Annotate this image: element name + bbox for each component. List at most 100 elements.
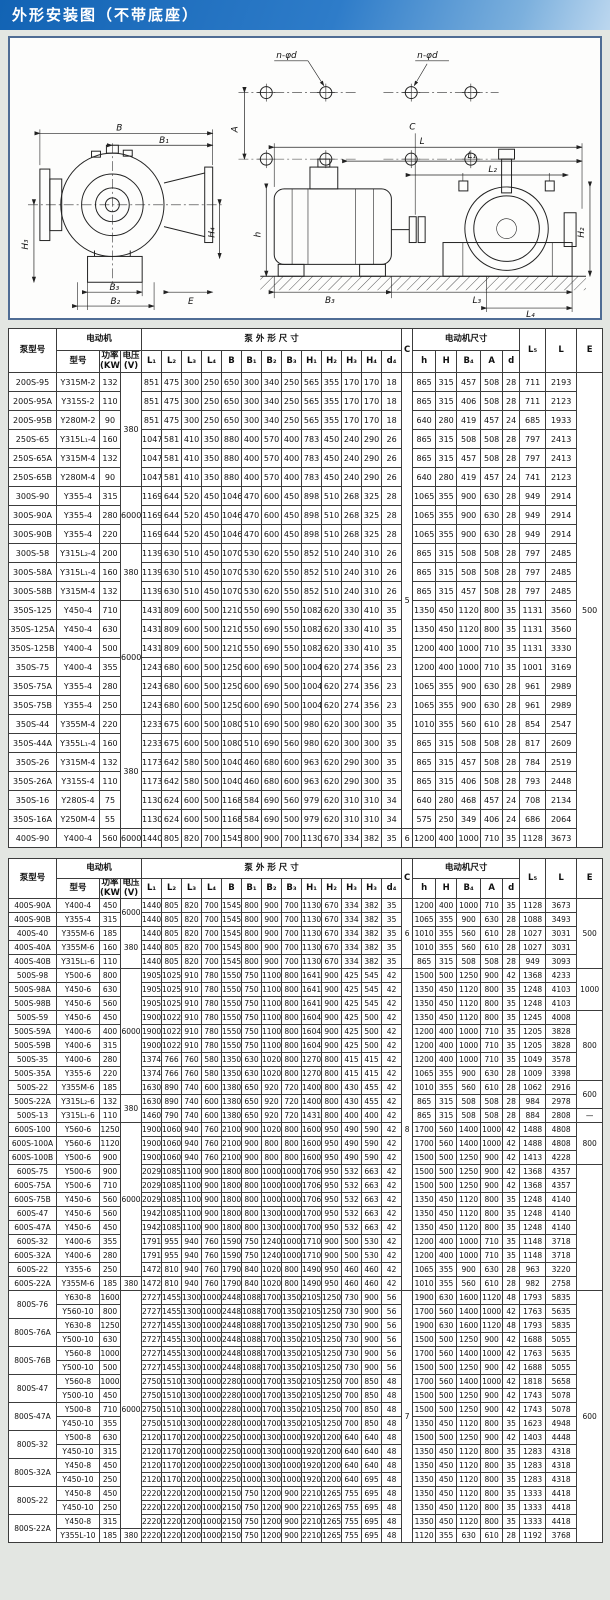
power-cell: 185 <box>99 1276 121 1291</box>
table-row: 500S-59B Y400-6 315 1900 1022 910 780 1550 750 11… <box>8 1038 603 1053</box>
cell: 560 <box>456 714 482 734</box>
cell: 624 <box>161 790 183 810</box>
table-row: 350S-26 Y315M-4 132 1173 642 580 500 1040 460 680… <box>8 752 603 772</box>
cell: 950 <box>321 1192 343 1207</box>
cell: 1200 <box>181 1528 203 1543</box>
l-cell: 3673 <box>545 828 578 848</box>
cell: 800 <box>241 1206 263 1221</box>
cell: 800 <box>281 1150 303 1165</box>
cell: 1169 <box>141 505 163 525</box>
pump-model-cell: 400S-40A <box>8 940 57 955</box>
cell: 35 <box>381 828 403 848</box>
cell: 415 <box>341 1052 363 1067</box>
motor-model-cell: Y355-6 <box>56 1262 100 1277</box>
cell: 500 <box>435 1332 458 1347</box>
cell: 1200 <box>321 1472 343 1487</box>
l5-cell: 1413 <box>519 1150 547 1165</box>
cell: 1600 <box>301 1122 323 1137</box>
cell: 1120 <box>456 1472 482 1487</box>
power-cell: 500 <box>99 638 121 658</box>
cell: 900 <box>321 968 343 983</box>
cell: 28 <box>502 505 521 525</box>
cell: 1000 <box>201 1430 223 1445</box>
cell: 1440 <box>141 912 163 927</box>
cell: 2448 <box>221 1290 243 1305</box>
cell: 1060 <box>161 1150 183 1165</box>
cell: 1233 <box>141 733 163 753</box>
header-cell: H₃ <box>341 350 363 373</box>
motor-model-cell: Y560-10 <box>56 1304 100 1319</box>
cell: 700 <box>201 954 223 969</box>
motor-model-cell: Y450-10 <box>56 1500 100 1515</box>
motor-model-cell: Y450-6 <box>56 1220 100 1235</box>
cell: 450 <box>435 1458 458 1473</box>
cell: 1790 <box>221 1276 243 1291</box>
cell: 500 <box>435 1360 458 1375</box>
cell: 400 <box>341 1108 363 1123</box>
l-cell: 4228 <box>545 1150 578 1165</box>
header-cell: h <box>412 878 437 899</box>
cell: 1120 <box>456 996 482 1011</box>
cell: 600 <box>181 657 203 677</box>
cell: 1942 <box>141 1220 163 1235</box>
cell: 1400 <box>456 1304 482 1319</box>
cell: 900 <box>321 1024 343 1039</box>
power-cell: 355 <box>99 1234 121 1249</box>
power-cell: 800 <box>99 1304 121 1319</box>
cell: 1350 <box>412 1192 437 1207</box>
cell: 28 <box>502 771 521 791</box>
cell: 1100 <box>261 1010 283 1025</box>
table-row: Y500-10 500 2727 1455 1300 1000 2448 1088 1700 13… <box>9 1360 603 1375</box>
cell: 410 <box>181 448 203 468</box>
power-cell: 1250 <box>99 1122 121 1137</box>
cell: 1350 <box>281 1416 303 1431</box>
motor-model-cell: Y450-6 <box>56 1192 100 1207</box>
motor-model-cell: Y450-10 <box>56 1416 100 1431</box>
cell: 680 <box>161 657 183 677</box>
motor-model-cell: Y355M-6 <box>56 1276 100 1291</box>
cell: 1706 <box>301 1192 323 1207</box>
cell: 1545 <box>221 828 243 848</box>
cell: 48 <box>381 1500 403 1515</box>
cell: 700 <box>341 1374 363 1389</box>
cell: 28 <box>502 391 521 411</box>
cell: 508 <box>456 1108 482 1123</box>
cell: 1000 <box>456 828 482 848</box>
cell: 800 <box>480 619 504 639</box>
cell: 42 <box>381 1192 403 1207</box>
cell: 1545 <box>221 926 243 941</box>
cell: 800 <box>480 1514 504 1529</box>
cell: 450 <box>321 467 343 487</box>
pump-model-cell: 600S-100 <box>8 1122 57 1137</box>
cell: 900 <box>201 1192 223 1207</box>
cell: 508 <box>456 543 482 563</box>
cell: 250 <box>435 809 458 829</box>
l5-cell: 1205 <box>519 1024 547 1039</box>
cell: 851 <box>141 410 163 430</box>
cell: 865 <box>412 448 437 468</box>
cell: 400 <box>241 429 263 449</box>
cell: 1130 <box>301 828 323 848</box>
pump-model-cell: 600S-32 <box>8 1234 57 1249</box>
pump-model-cell: 800S-47 <box>8 1374 57 1403</box>
cell: 48 <box>381 1402 403 1417</box>
cell: 1350 <box>281 1290 303 1305</box>
pump-model-cell: 500S-22A <box>8 1094 57 1109</box>
cell: 565 <box>301 410 323 430</box>
pump-model-cell: 800S-32A <box>8 1458 57 1487</box>
l-cell: 4140 <box>545 1192 578 1207</box>
l5-cell: 1062 <box>519 1080 547 1095</box>
cell: 325 <box>361 524 383 544</box>
cell: 900 <box>361 1290 383 1305</box>
voltage-cell: 380 <box>119 714 143 829</box>
cell: 560 <box>435 1346 458 1361</box>
l-cell: 5055 <box>545 1360 578 1375</box>
header-cell: B <box>221 878 243 899</box>
cell: 355 <box>435 1080 458 1095</box>
l-cell: 5078 <box>545 1402 578 1417</box>
cell: 663 <box>361 1206 383 1221</box>
cell: 560 <box>281 790 303 810</box>
header-cell: 泵 外 形 尺 寸 <box>141 328 403 351</box>
cell: 750 <box>241 1500 263 1515</box>
cell: 963 <box>301 771 323 791</box>
